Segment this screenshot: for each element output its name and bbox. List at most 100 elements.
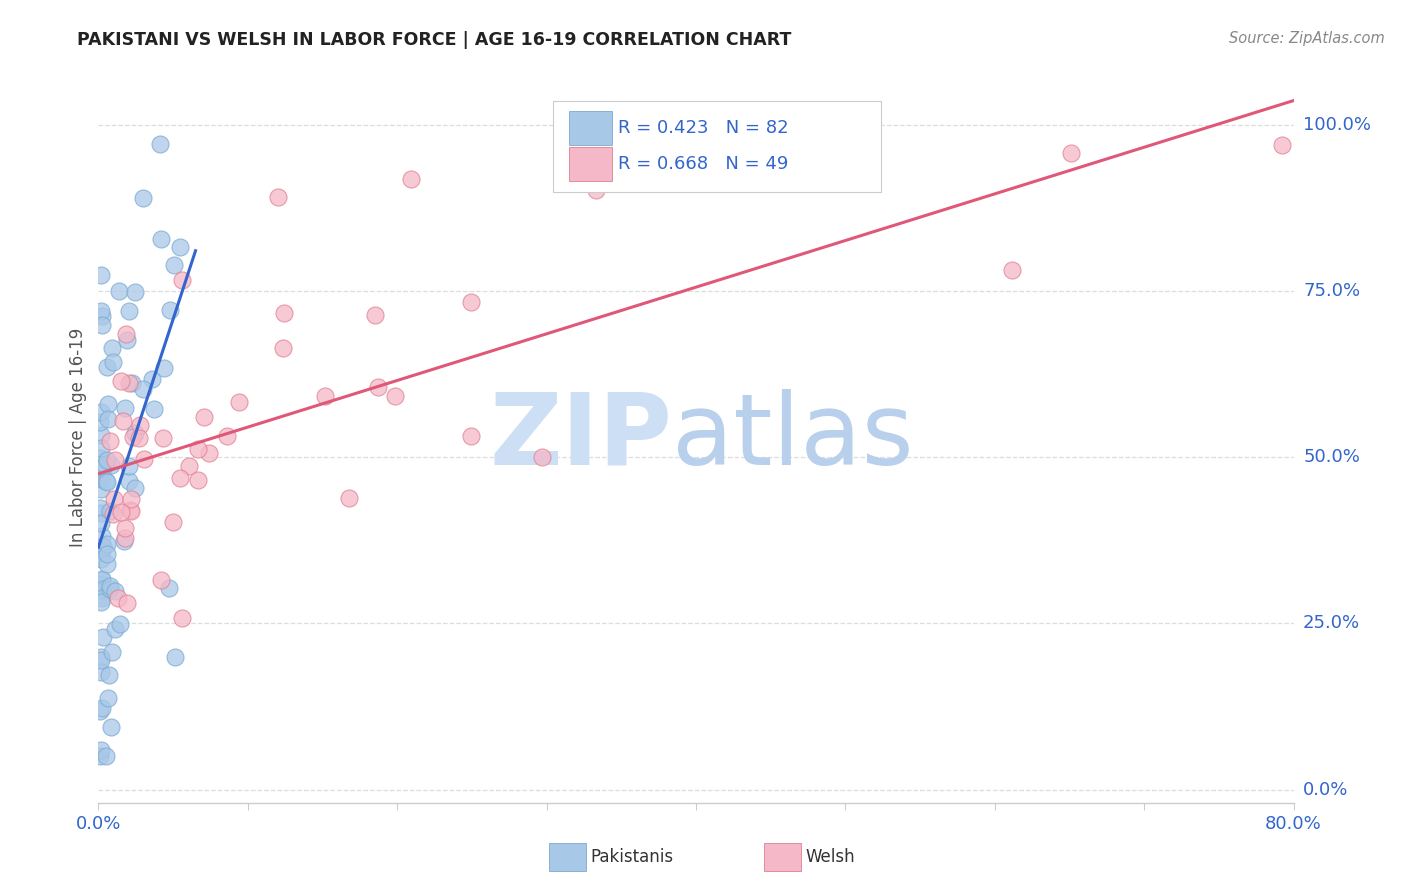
Point	[228, 395, 250, 409]
Point	[364, 308, 387, 322]
Point	[217, 429, 239, 443]
FancyBboxPatch shape	[569, 147, 613, 181]
Point	[118, 459, 141, 474]
Point	[89, 749, 111, 764]
Point	[100, 645, 122, 659]
Point	[384, 389, 406, 403]
Point	[399, 172, 422, 186]
Point	[96, 749, 118, 764]
Point	[90, 552, 112, 566]
Point	[177, 459, 200, 474]
Point	[101, 507, 124, 521]
Point	[104, 583, 127, 598]
Text: 0.0%: 0.0%	[1303, 780, 1348, 798]
Point	[91, 529, 114, 543]
Text: 75.0%: 75.0%	[1303, 282, 1360, 300]
Text: ZIP: ZIP	[489, 389, 672, 485]
Point	[100, 458, 122, 472]
Point	[98, 434, 121, 449]
Point	[91, 461, 114, 475]
Point	[124, 481, 146, 495]
Point	[89, 595, 111, 609]
Point	[97, 667, 120, 681]
Point	[128, 431, 150, 445]
Point	[97, 690, 120, 705]
Point	[90, 472, 112, 486]
Y-axis label: In Labor Force | Age 16-19: In Labor Force | Age 16-19	[69, 327, 87, 547]
Point	[1000, 262, 1022, 277]
Point	[91, 540, 114, 554]
Point	[91, 630, 114, 644]
Point	[91, 572, 114, 586]
Point	[90, 482, 112, 496]
Point	[132, 452, 155, 467]
Point	[90, 303, 112, 318]
Point	[91, 584, 114, 599]
Point	[114, 521, 136, 535]
Point	[100, 582, 122, 597]
Text: R = 0.668   N = 49: R = 0.668 N = 49	[619, 155, 789, 173]
Point	[101, 341, 124, 355]
FancyBboxPatch shape	[553, 101, 882, 192]
Point	[118, 474, 141, 488]
Point	[141, 372, 163, 386]
Point	[96, 558, 118, 572]
Point	[273, 306, 295, 320]
Point	[90, 743, 112, 757]
Point	[169, 240, 191, 254]
Point	[103, 355, 125, 369]
Text: Pakistanis: Pakistanis	[591, 848, 673, 866]
Point	[124, 425, 146, 440]
Point	[114, 531, 136, 545]
Point	[110, 617, 132, 632]
Point	[124, 285, 146, 299]
Point	[121, 430, 143, 444]
Point	[90, 405, 112, 419]
Point	[131, 190, 153, 204]
Point	[150, 573, 173, 587]
Point	[90, 701, 112, 715]
Point	[96, 359, 118, 374]
Point	[112, 533, 135, 548]
Point	[163, 258, 186, 272]
Point	[90, 577, 112, 591]
Point	[90, 653, 112, 667]
Point	[460, 429, 482, 443]
Point	[585, 182, 607, 196]
Point	[96, 453, 118, 467]
FancyBboxPatch shape	[548, 843, 586, 871]
Point	[94, 475, 117, 489]
Point	[91, 582, 114, 596]
Point	[120, 503, 142, 517]
Point	[90, 441, 112, 455]
Point	[162, 515, 184, 529]
Point	[150, 232, 173, 246]
Point	[90, 591, 112, 606]
Text: R = 0.423   N = 82: R = 0.423 N = 82	[619, 119, 789, 136]
Point	[98, 579, 121, 593]
Point	[90, 665, 112, 680]
Point	[90, 507, 112, 521]
Text: 100.0%: 100.0%	[1303, 116, 1371, 134]
Point	[100, 720, 122, 734]
Point	[163, 649, 186, 664]
Point	[96, 475, 118, 490]
Text: atlas: atlas	[672, 389, 914, 485]
Point	[169, 471, 191, 485]
Point	[89, 704, 111, 718]
Point	[170, 272, 193, 286]
Point	[314, 389, 336, 403]
Point	[367, 380, 389, 394]
Point	[89, 501, 111, 516]
Point	[103, 491, 125, 506]
Point	[187, 442, 209, 456]
Point	[129, 417, 152, 432]
Point	[157, 581, 180, 595]
Point	[149, 137, 172, 152]
Point	[120, 504, 142, 518]
Point	[98, 504, 121, 518]
Point	[90, 516, 112, 530]
Text: PAKISTANI VS WELSH IN LABOR FORCE | AGE 16-19 CORRELATION CHART: PAKISTANI VS WELSH IN LABOR FORCE | AGE …	[77, 31, 792, 49]
Point	[198, 446, 221, 460]
Point	[153, 361, 176, 376]
